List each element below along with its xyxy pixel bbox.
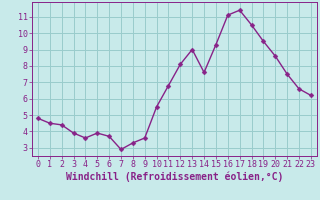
X-axis label: Windchill (Refroidissement éolien,°C): Windchill (Refroidissement éolien,°C) (66, 172, 283, 182)
